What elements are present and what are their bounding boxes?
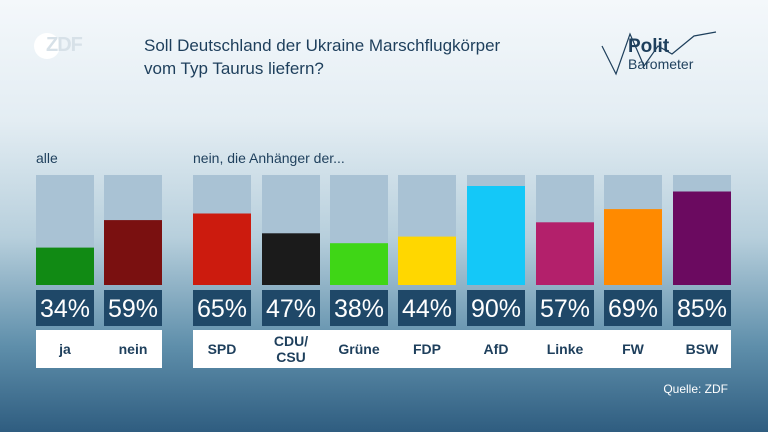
value-label: 59% [108,295,158,323]
category-label: nein [119,341,148,357]
value-box [193,290,251,326]
politbarometer-logo: Polit Barometer [598,26,718,82]
politbarometer-logo-line2: Barometer [628,56,694,72]
group-label-parties: nein, die Anhänger der... [193,150,345,166]
bar [193,213,251,285]
bar [36,247,94,285]
value-box [398,290,456,326]
category-label: Linke [547,341,584,357]
value-box [673,290,731,326]
category-label: AfD [484,341,509,357]
value-box [36,290,94,326]
chart-title: Soll Deutschland der Ukraine Marschflugk… [144,34,584,80]
category-label: BSW [686,341,719,357]
chart-title-line1: Soll Deutschland der Ukraine Marschflugk… [144,36,501,55]
group-label-all: alle [36,150,58,166]
value-label: 90% [471,295,521,323]
category-label: CDU/CSU [274,333,308,365]
category-label: Grüne [338,341,379,357]
bar [262,233,320,285]
label-strip-all [36,330,162,368]
zdf-logo-text: ZDF [46,34,83,56]
bar [536,222,594,285]
value-box [262,290,320,326]
value-label: 47% [266,295,316,323]
bar [398,236,456,285]
value-label: 38% [334,295,384,323]
value-label: 57% [540,295,590,323]
label-strip-parties [193,330,731,368]
politbarometer-logo-line1: Polit [628,36,670,57]
category-label: SPD [208,341,237,357]
value-label: 69% [608,295,658,323]
chart-title-line2: vom Typ Taurus liefern? [144,59,324,78]
source-note: Quelle: ZDF [663,382,728,396]
value-box [467,290,525,326]
bar [104,220,162,285]
value-box [330,290,388,326]
value-label: 34% [40,295,90,323]
bar [604,209,662,285]
zdf-logo-circle [34,33,60,59]
category-label: FDP [413,341,441,357]
value-box [536,290,594,326]
bar [673,191,731,285]
category-label: FW [622,341,645,357]
value-box [604,290,662,326]
politbarometer-zigzag-icon [601,31,717,76]
value-label: 85% [677,295,727,323]
zdf-logo: ZDF [34,33,92,59]
value-label: 44% [402,295,452,323]
bar [467,186,525,285]
value-box [104,290,162,326]
category-label: ja [58,341,71,357]
value-label: 65% [197,295,247,323]
bar [330,243,388,285]
